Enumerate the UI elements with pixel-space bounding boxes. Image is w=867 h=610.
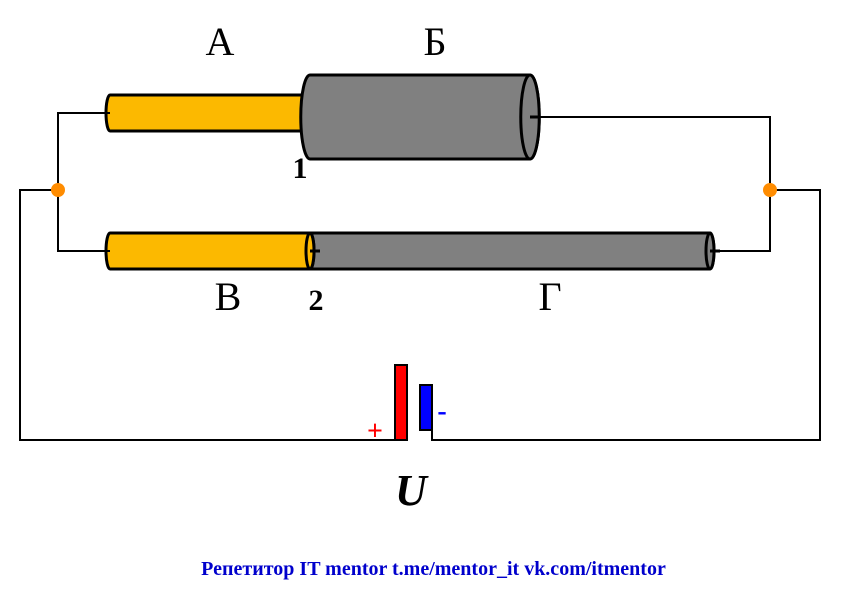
node-left (51, 183, 65, 197)
battery-plus-plate (395, 365, 407, 440)
label-A: А (206, 19, 235, 64)
battery-minus-sign: - (437, 396, 446, 427)
wire-right-outer (432, 190, 820, 440)
cylinder-G-body (306, 233, 714, 269)
tag-1: 1 (293, 152, 308, 185)
cylinder-A-body (106, 95, 314, 131)
wire-left-outer (20, 190, 395, 440)
battery-minus-plate (420, 385, 432, 430)
cylinder-V-body (106, 233, 314, 269)
wire-left-to-branch2 (58, 190, 110, 251)
wire-branch2-to-right (720, 190, 770, 251)
battery-plus-sign: + (367, 416, 383, 447)
wire-branch1-to-right (540, 117, 770, 190)
footer-text: Репетитор IT mentor t.me/mentor_it vk.co… (201, 558, 666, 580)
label-B: Б (424, 19, 447, 64)
tag-2: 2 (309, 284, 324, 317)
label-V: В (215, 274, 242, 319)
label-G: Г (538, 274, 561, 319)
battery-U: U (395, 466, 429, 515)
cylinder-B-body (301, 75, 539, 159)
wire-left-to-branch1 (58, 113, 110, 190)
node-right (763, 183, 777, 197)
